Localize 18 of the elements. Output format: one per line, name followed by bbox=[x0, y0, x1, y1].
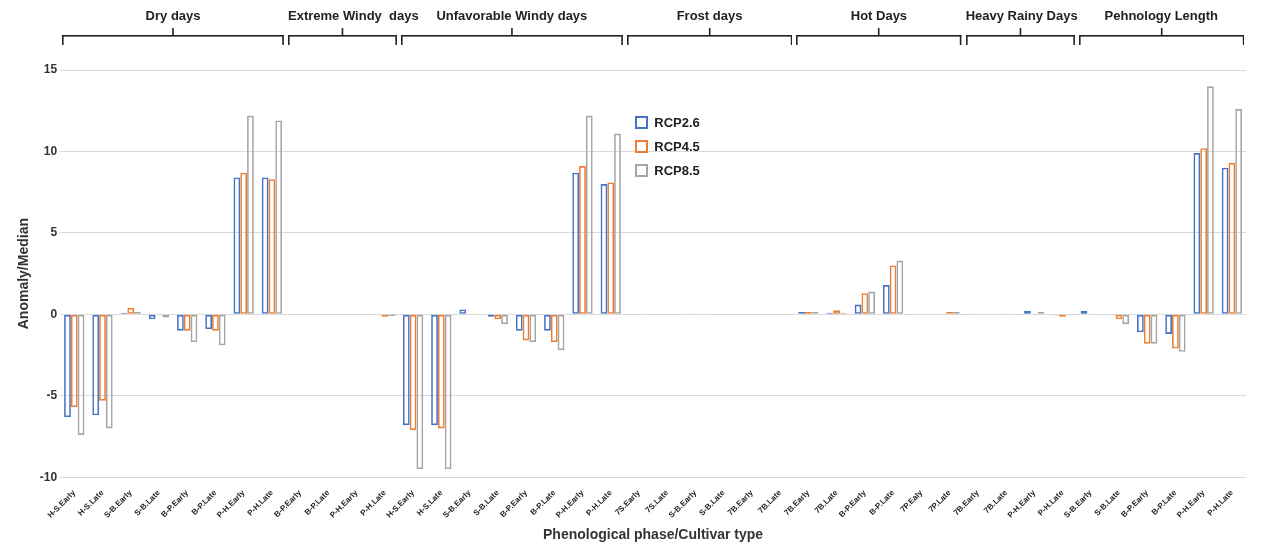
text: Heavy Rainy Days bbox=[965, 8, 1078, 23]
y-tick-label: -5 bbox=[46, 388, 58, 403]
text: Dry days bbox=[144, 8, 202, 23]
text: Unfavorable Windy days bbox=[436, 8, 588, 23]
text: Extreme Windy days bbox=[288, 8, 419, 23]
legend-label: RCP4.5 bbox=[654, 139, 700, 154]
legend-label: RCP2.6 bbox=[654, 115, 700, 130]
text: Frost days bbox=[675, 8, 744, 23]
y-tick-label: 5 bbox=[50, 225, 58, 240]
legend-label: RCP8.5 bbox=[654, 163, 700, 178]
y-tick-label: 0 bbox=[50, 306, 58, 321]
y-tick-label: 10 bbox=[43, 143, 58, 158]
text: Hot Days bbox=[849, 8, 909, 23]
y-tick-label: 15 bbox=[43, 62, 58, 77]
y-tick-label: -10 bbox=[39, 469, 58, 484]
y-axis-title: Anomaly/Median bbox=[15, 218, 32, 330]
text: Pehnology Length bbox=[1103, 8, 1219, 23]
x-axis-title: Phenological phase/Cultivar type bbox=[542, 526, 764, 543]
